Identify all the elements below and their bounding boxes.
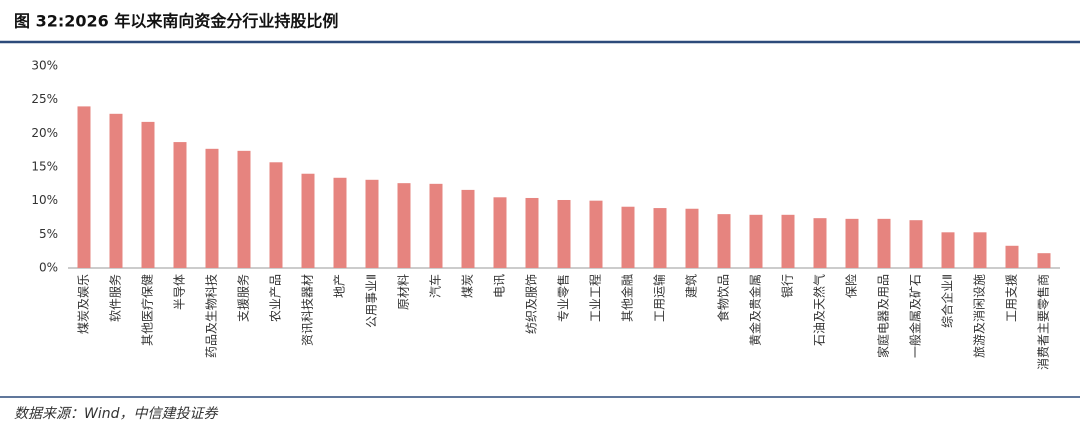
- x-tick-label: 其他医疗保健: [141, 274, 155, 346]
- x-tick-label: 药品及生物科技: [205, 274, 219, 358]
- y-tick-label: 15%: [31, 160, 58, 174]
- bar: [589, 200, 603, 268]
- y-tick-label: 10%: [31, 193, 58, 207]
- y-tick-label: 25%: [31, 92, 58, 106]
- bar: [461, 189, 475, 268]
- y-tick-label: 5%: [39, 227, 58, 241]
- x-tick-label: 半导体: [173, 274, 187, 310]
- bar: [877, 218, 891, 268]
- x-tick-label: 食物饮品: [716, 274, 731, 322]
- x-tick-label: 黄金及贵金属: [748, 274, 763, 346]
- x-tick-label: 银行: [781, 274, 795, 298]
- bar: [749, 214, 763, 268]
- bar: [269, 162, 283, 268]
- x-tick-label: 工用运输: [652, 274, 667, 322]
- x-tick-label: 软件服务: [108, 274, 123, 322]
- x-tick-label: 工业工程: [588, 274, 603, 322]
- bar: [237, 150, 251, 268]
- y-tick-label: 20%: [31, 126, 58, 140]
- source-note: 数据来源：Wind，中信建投证券: [14, 406, 218, 422]
- bar: [781, 214, 795, 268]
- bar: [77, 106, 91, 269]
- x-tick-label: 一般金属及矿石: [908, 274, 923, 358]
- bar: [429, 183, 443, 268]
- bar: [557, 199, 571, 268]
- bar: [493, 197, 507, 268]
- x-tick-label: 原材料: [397, 274, 411, 310]
- x-tick-label: 旅游及消闲设施: [973, 274, 987, 358]
- x-tick-label: 煤炭: [461, 274, 475, 298]
- bar: [333, 177, 347, 268]
- y-tick-label: 30%: [31, 59, 58, 73]
- bar: [301, 173, 315, 268]
- bar: [845, 218, 859, 268]
- x-tick-label: 石油及天然气: [812, 274, 827, 346]
- bar: [909, 220, 923, 268]
- bar: [653, 208, 667, 268]
- chart-title: 图 32:2026 年以来南向资金分行业持股比例: [14, 12, 338, 31]
- bar: [173, 142, 187, 268]
- bar: [813, 218, 827, 268]
- bar: [685, 208, 699, 268]
- x-tick-label: 建筑: [684, 274, 699, 298]
- bar: [397, 183, 411, 268]
- bar: [1037, 253, 1051, 268]
- bar: [941, 232, 955, 268]
- y-tick-label: 0%: [39, 261, 58, 275]
- x-tick-label: 综合企业Ⅱ: [940, 274, 955, 328]
- x-tick-label: 煤炭及娱乐: [77, 274, 91, 334]
- bar: [205, 148, 219, 268]
- x-tick-label: 资讯科技器材: [301, 274, 315, 346]
- x-tick-label: 消费者主要零售商: [1036, 274, 1051, 370]
- x-tick-label: 专业零售: [556, 274, 571, 322]
- x-tick-label: 其他金融: [620, 274, 635, 322]
- bar: [717, 214, 731, 268]
- bar: [109, 113, 123, 268]
- x-tick-label: 支援服务: [236, 274, 251, 322]
- x-tick-label: 电讯: [493, 274, 507, 298]
- bar: [525, 197, 539, 268]
- bar: [621, 206, 635, 268]
- x-tick-label: 工用支援: [1005, 274, 1019, 322]
- x-tick-label: 保险: [844, 274, 859, 298]
- bar: [1005, 245, 1019, 268]
- x-tick-label: 公用事业Ⅱ: [365, 274, 379, 328]
- x-tick-label: 家庭电器及用品: [876, 274, 891, 358]
- bar: [365, 179, 379, 268]
- x-tick-label: 汽车: [428, 274, 443, 298]
- x-tick-label: 农业产品: [269, 274, 283, 322]
- x-tick-label: 地产: [333, 274, 347, 298]
- bar: [973, 232, 987, 268]
- x-tick-label: 纺织及服饰: [525, 274, 539, 334]
- bar: [141, 121, 155, 269]
